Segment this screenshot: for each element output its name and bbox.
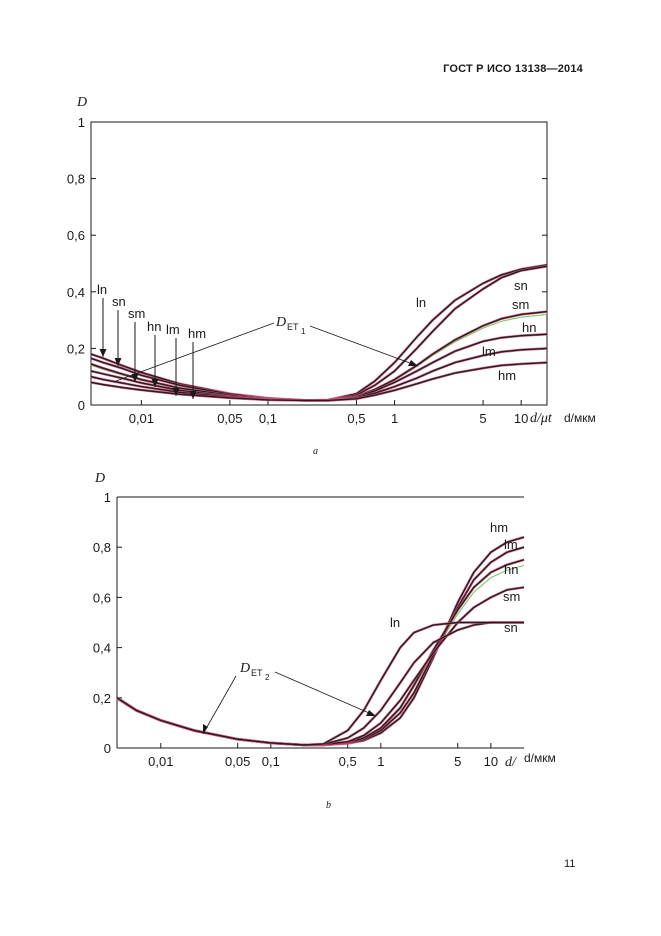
arrow-label-sm: sm [128, 306, 145, 321]
annotation-det2: D ET 2 [202, 661, 377, 735]
annotation-main-a: D [275, 315, 286, 330]
series-lines-b [116, 535, 525, 747]
y-tick-label: 0,4 [93, 641, 111, 656]
panel-caption-b: b [326, 800, 331, 811]
x-tick-label: 0,5 [347, 411, 365, 426]
annotation-leader-left-a [115, 322, 275, 382]
arrow-head-sm [131, 374, 139, 382]
annotation-subsub-b: 2 [265, 673, 270, 682]
x-tick-label: 0,01 [129, 411, 154, 426]
series-label-sm: sm [512, 297, 529, 312]
series-label-lm: lm [482, 344, 496, 359]
series-label-hm: hm [490, 520, 508, 535]
plot-frame-a [90, 121, 548, 406]
x-tick-label: 10 [514, 411, 528, 426]
series-sn-line [90, 265, 548, 402]
arrow-head-lm [172, 388, 180, 396]
annotation-leader-right-a [309, 325, 419, 367]
arrow-head-sn [114, 358, 122, 366]
arrow-head-hm [189, 391, 197, 399]
arrow-label-lm: lm [166, 322, 180, 337]
y-tick-label: 0 [78, 398, 85, 413]
series-sm-model-line [116, 586, 525, 747]
y-tick-label: 0,8 [67, 172, 85, 187]
series-hm-line [90, 361, 548, 402]
arrow-label-ln: ln [97, 282, 107, 297]
series-lines-a [90, 263, 548, 402]
x-tick-label: 0,05 [217, 411, 242, 426]
annotation-arrowhead-right-b [366, 710, 376, 716]
x-tick-label: 0,1 [259, 411, 277, 426]
x-tick-label: 5 [454, 754, 461, 769]
panel-caption-a: a [313, 446, 318, 457]
y-tick-label: 0 [104, 741, 111, 756]
x-tick-label: 0,1 [262, 754, 280, 769]
x-axis-inline-label-a: d/μt [530, 411, 553, 426]
series-lm-line [116, 546, 525, 746]
series-hm-model-line [90, 361, 548, 402]
x-axis-inline-label-b: d/ [505, 755, 517, 770]
y-tick-label: 1 [104, 490, 111, 505]
series-labels-b: hm lm hn sm sn ln [390, 520, 520, 635]
chart-panel-b: D d/ d/мкм 0,01 0,05 0,1 0,5 1 5 10 0 0,2 0,4 0,6… [93, 471, 556, 770]
x-ticks-b: 0,01 0,05 0,1 0,5 1 5 10 [148, 743, 498, 769]
series-hn-model-line [116, 558, 525, 747]
arrow-label-sn: sn [112, 294, 126, 309]
x-tick-label: 1 [391, 411, 398, 426]
series-label-sn: sn [514, 278, 528, 293]
series-label-lm: lm [504, 537, 518, 552]
y-tick-label: 0,2 [93, 691, 111, 706]
annotation-sub-a: ET [287, 322, 299, 332]
y-ticks-b: 0 0,2 0,4 0,6 0,8 1 [93, 490, 122, 756]
y-tick-label: 0,2 [67, 341, 85, 356]
x-ticks-a: 0,01 0,05 0,1 0,5 1 5 10 [129, 400, 528, 426]
arrow-head-ln [99, 349, 107, 357]
annotation-sub-b: ET [251, 668, 263, 678]
series-label-sn: sn [504, 620, 518, 635]
series-label-ln: ln [390, 615, 400, 630]
series-hn-line [116, 559, 525, 746]
y-tick-label: 0,4 [67, 285, 85, 300]
series-label-hm: hm [498, 368, 516, 383]
y-tick-label: 0,6 [93, 590, 111, 605]
y-tick-label: 1 [78, 115, 85, 130]
y-tick-label: 0,6 [67, 228, 85, 243]
x-tick-label: 0,05 [225, 754, 250, 769]
annotation-leader-left-b [202, 675, 237, 735]
standard-header: ГОСТ Р ИСО 13138—2014 [443, 63, 583, 75]
y-tick-label: 0,8 [93, 540, 111, 555]
chart-panel-a: D d/μt d/мкм 0,01 0,05 0,1 0,5 1 5 10 0 0,2 0,4 0… [67, 95, 596, 426]
x-tick-label: 10 [484, 754, 498, 769]
arrow-head-hn [151, 379, 159, 387]
annotation-det1: D ET 1 [115, 315, 419, 382]
series-sm-line [116, 586, 525, 746]
series-hm-line [116, 536, 525, 746]
series-lm-model-line [116, 545, 525, 747]
y-axis-label-a: D [76, 95, 87, 110]
x-tick-label: 0,01 [148, 754, 173, 769]
x-axis-label-a: d/мкм [564, 411, 596, 425]
arrow-label-hm: hm [188, 326, 206, 341]
series-label-hn: hn [522, 320, 536, 335]
series-hm-model-line [116, 535, 525, 747]
x-tick-label: 1 [377, 754, 384, 769]
series-label-hn: hn [504, 562, 518, 577]
arrow-label-hn: hn [147, 319, 161, 334]
annotation-arrowhead-a [408, 360, 418, 366]
series-label-ln: ln [416, 295, 426, 310]
annotation-leader-right-b [274, 671, 377, 717]
x-axis-label-b: d/мкм [524, 751, 556, 765]
annotation-main-b: D [239, 661, 250, 676]
annotation-arrowhead-left-b [203, 724, 208, 734]
annotation-subsub-a: 1 [301, 327, 306, 336]
x-tick-label: 5 [479, 411, 486, 426]
x-tick-label: 0,5 [339, 754, 357, 769]
series-ln-model-line [116, 621, 524, 747]
page-number: 11 [564, 858, 576, 870]
series-label-sm: sm [503, 589, 520, 604]
y-axis-label-b: D [94, 471, 105, 486]
